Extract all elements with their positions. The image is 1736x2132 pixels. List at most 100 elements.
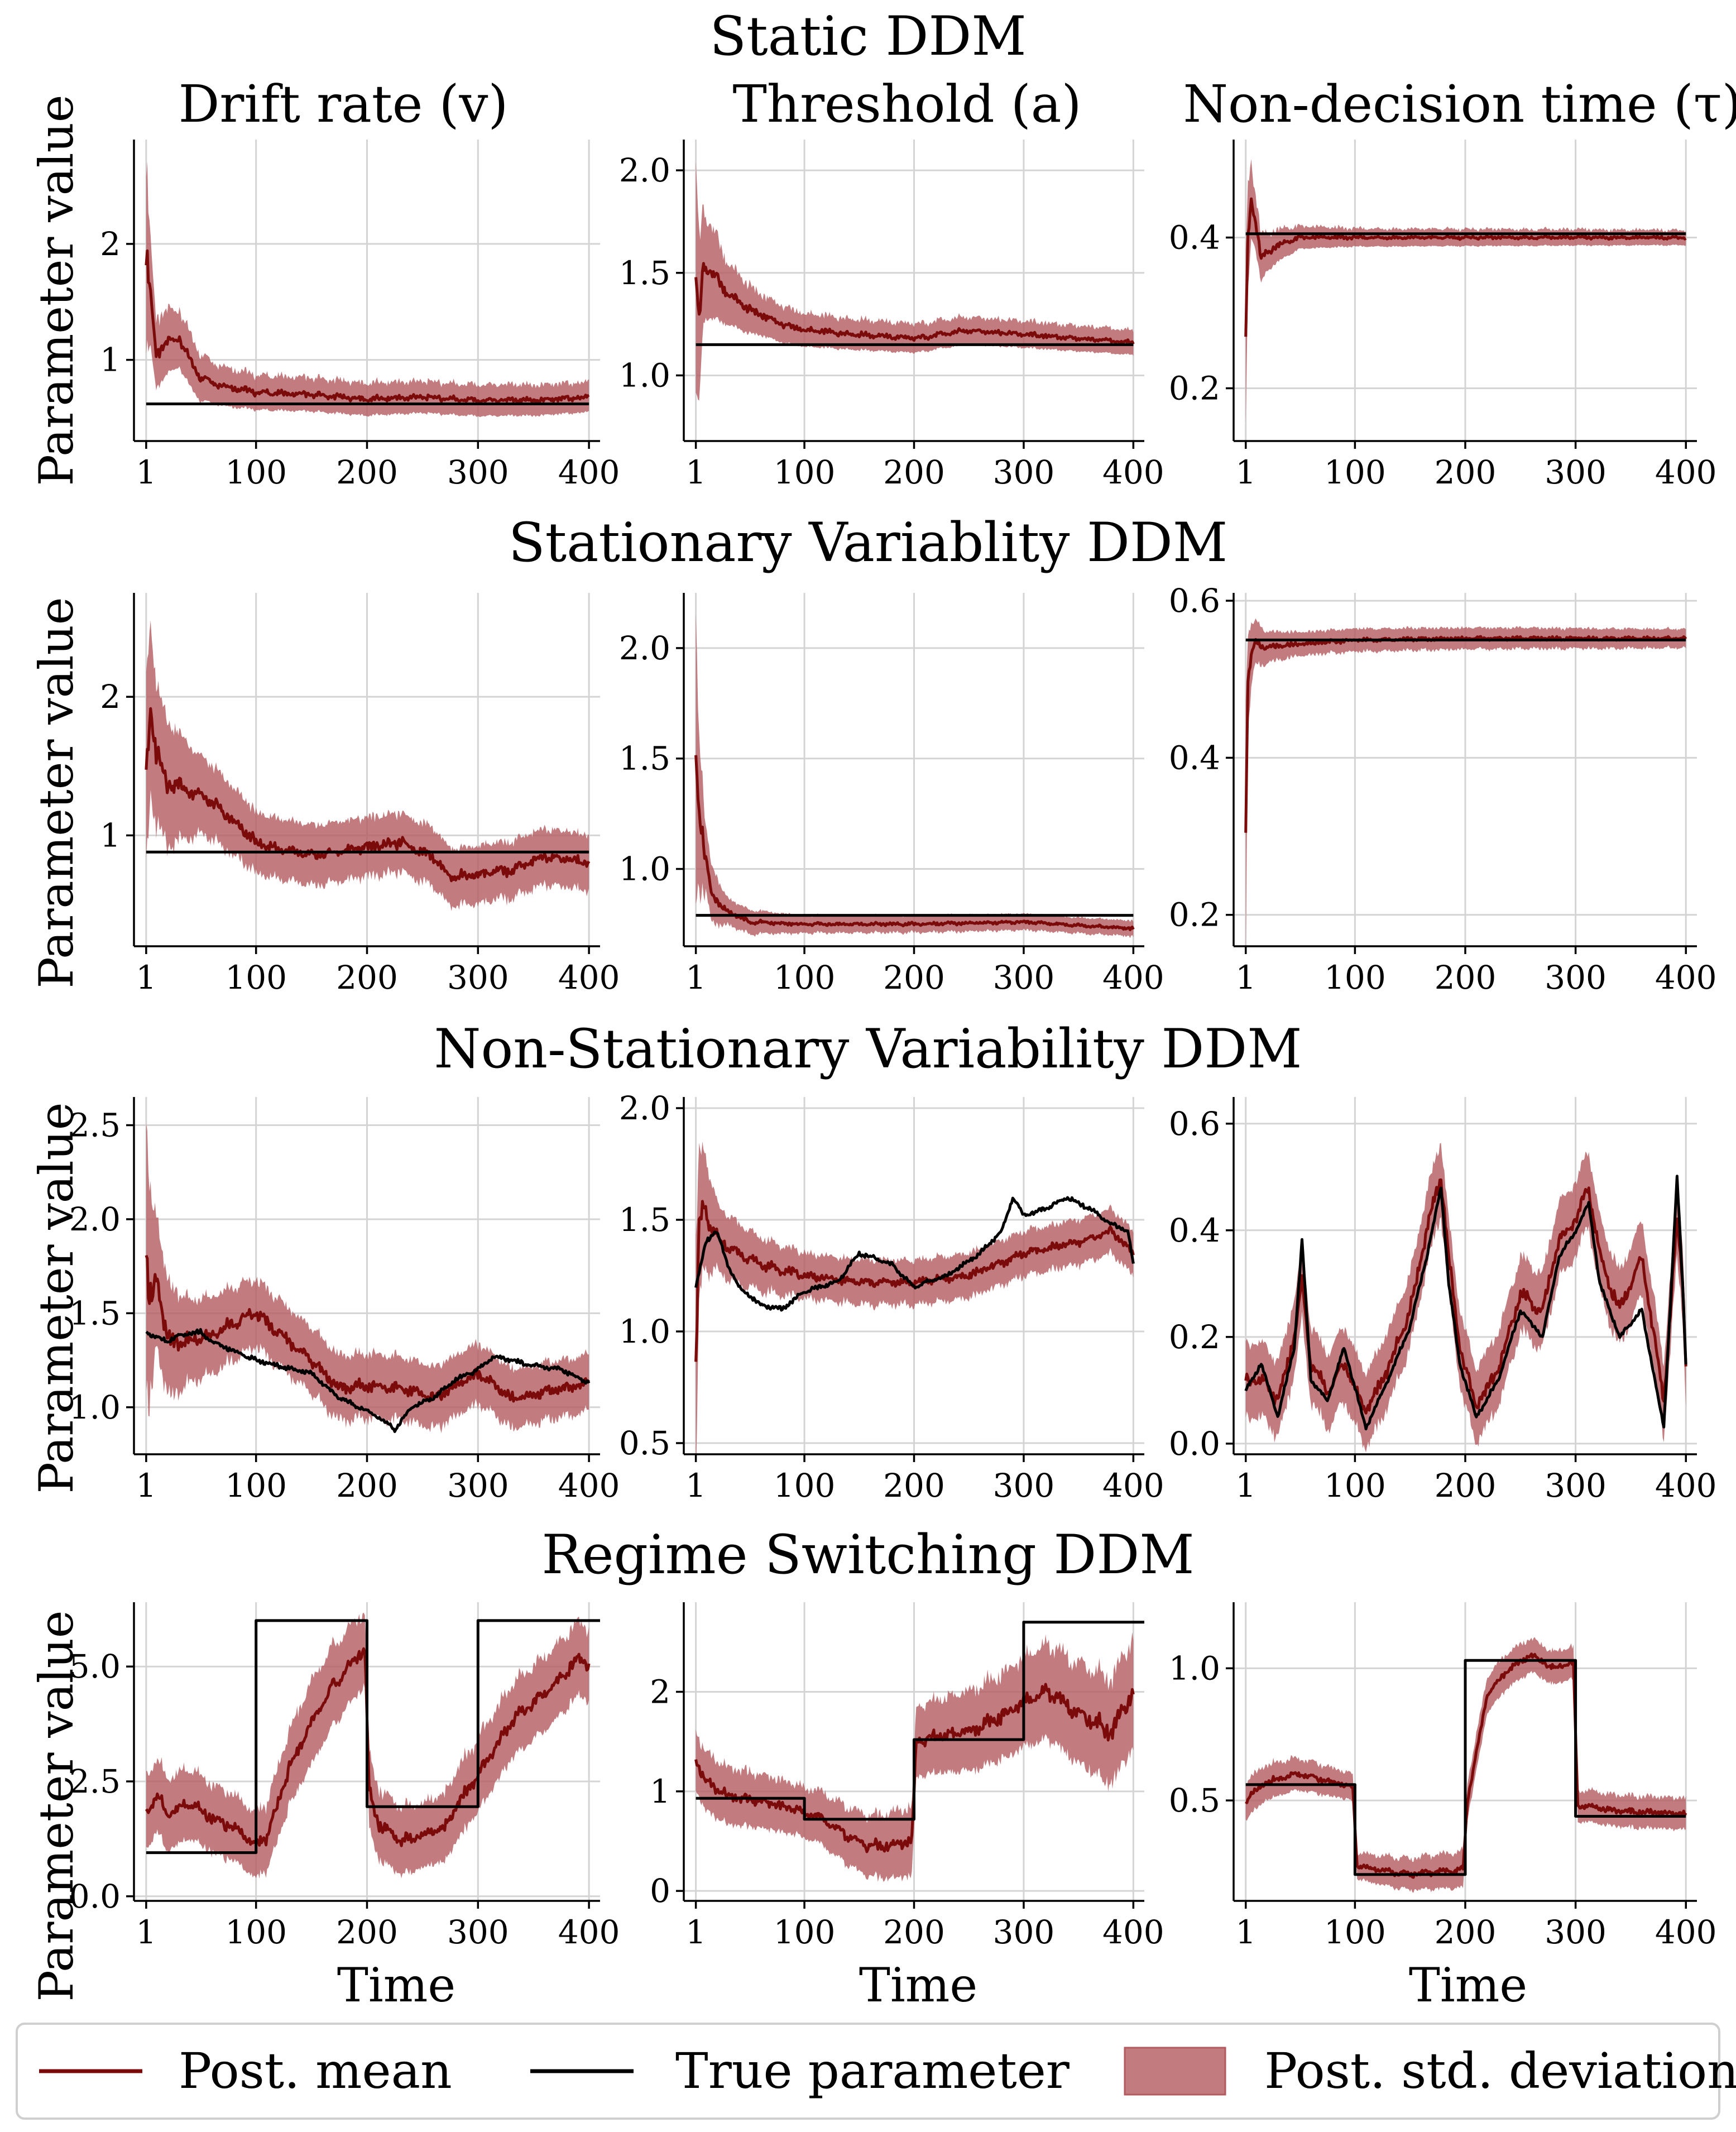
data-area-r1-c2 xyxy=(694,161,1135,401)
y-tick-label-r3-c1: 1.5 xyxy=(69,1294,121,1332)
x-tick-label-r4-c1: 400 xyxy=(558,1913,620,1951)
y-tick-label-r4-c2: 0 xyxy=(650,1872,670,1910)
x-tick-label-r3-c1: 1 xyxy=(136,1467,156,1505)
panel-r2-c2: 1 100 200 300 400 1.0 1.5 2.0 xyxy=(619,593,1164,996)
x-tick-label-r3-c3: 1 xyxy=(1235,1467,1256,1505)
x-tick-label-r1-c2: 200 xyxy=(883,453,945,491)
data-area-r3-c1 xyxy=(145,1123,591,1434)
std-band-r3-c1 xyxy=(146,1123,589,1434)
post-mean-line-r2-c1 xyxy=(145,707,591,883)
x-tick-label-r2-c3: 100 xyxy=(1324,959,1386,996)
x-tick-label-r4-c3: 100 xyxy=(1324,1913,1386,1951)
data-area-r3-c2 xyxy=(694,1141,1135,1454)
x-tick-label-r2-c3: 400 xyxy=(1655,959,1717,996)
post-mean-line-r1-c2 xyxy=(694,262,1135,345)
y-tick-label-r4-c1: 5.0 xyxy=(69,1647,121,1685)
y-tick-label-r2-c1: 1 xyxy=(100,816,121,854)
x-tick-label-r2-c3: 300 xyxy=(1545,959,1606,996)
x-tick-label-r4-c2: 300 xyxy=(993,1913,1055,1951)
x-tick-label-r3-c3: 200 xyxy=(1435,1467,1497,1505)
data-area-r2-c3 xyxy=(1244,618,1687,946)
x-tick-label-r3-c2: 400 xyxy=(1102,1467,1164,1505)
x-tick-label-r1-c2: 1 xyxy=(685,453,706,491)
y-tick-label-r3-c3: 0.6 xyxy=(1169,1105,1220,1143)
y-tick-label-r2-c3: 0.4 xyxy=(1169,739,1220,777)
y-tick-label-r1-c3: 0.2 xyxy=(1169,370,1220,408)
column-title-drift: Drift rate (v) xyxy=(179,74,509,134)
std-band-r3-c2 xyxy=(696,1141,1134,1454)
y-tick-label-r1-c1: 2 xyxy=(100,225,121,263)
x-tick-label-r2-c1: 300 xyxy=(447,959,509,996)
panel-r3-c3: 1 100 200 300 400 0.0 0.2 0.4 0.6 xyxy=(1169,1097,1717,1505)
x-tick-label-r2-c1: 400 xyxy=(558,959,620,996)
y-axis-label-row-1: Parameter value xyxy=(29,95,84,486)
x-tick-label-r4-c3: 1 xyxy=(1235,1913,1256,1951)
x-tick-label-r4-c2: 100 xyxy=(774,1913,836,1951)
row-title-regime: Regime Switching DDM xyxy=(541,1523,1194,1586)
true-param-line-r4-c3 xyxy=(1245,1659,1686,1876)
std-band-r1-c2 xyxy=(696,161,1134,401)
std-band-r1-c1 xyxy=(146,161,589,418)
y-tick-label-r4-c2: 1 xyxy=(650,1772,670,1810)
x-tick-label-r1-c2: 300 xyxy=(993,453,1055,491)
x-tick-label-r3-c2: 200 xyxy=(883,1467,945,1505)
x-tick-label-r4-c1: 300 xyxy=(447,1913,509,1951)
post-mean-line-r3-c1 xyxy=(145,1254,590,1403)
y-tick-label-r3-c2: 1.5 xyxy=(619,1201,670,1239)
x-tick-label-r3-c1: 100 xyxy=(225,1467,287,1505)
row-title-nonstationary: Non-Stationary Variability DDM xyxy=(434,1018,1302,1080)
x-tick-label-r4-c1: 200 xyxy=(336,1913,398,1951)
y-tick-label-r3-c3: 0.4 xyxy=(1169,1211,1220,1249)
x-tick-label-r3-c2: 1 xyxy=(685,1467,706,1505)
y-tick-label-r4-c3: 0.5 xyxy=(1169,1781,1220,1819)
x-tick-label-r2-c2: 100 xyxy=(774,959,836,996)
post-mean-line-r3-c3 xyxy=(1244,1178,1687,1415)
row-title-stationary: Stationary Variablity DDM xyxy=(509,511,1227,574)
x-tick-label-r2-c1: 1 xyxy=(136,959,156,996)
x-tick-label-r4-c1: 1 xyxy=(136,1913,156,1951)
y-tick-label-r3-c2: 1.0 xyxy=(619,1312,670,1350)
y-tick-label-r1-c2: 2.0 xyxy=(619,151,670,189)
x-tick-label-r1-c3: 1 xyxy=(1235,453,1256,491)
y-tick-label-r1-c2: 1.0 xyxy=(619,356,670,394)
y-tick-label-r3-c2: 0.5 xyxy=(619,1424,670,1462)
post-mean-line-r1-c3 xyxy=(1244,197,1687,337)
y-tick-label-r3-c1: 2.0 xyxy=(69,1200,121,1238)
row-title-static: Static DDM xyxy=(709,5,1026,68)
x-tick-label-r3-c3: 300 xyxy=(1545,1467,1606,1505)
x-tick-label-r1-c2: 400 xyxy=(1102,453,1164,491)
y-tick-label-r3-c3: 0.0 xyxy=(1169,1425,1220,1463)
x-tick-label-r3-c2: 100 xyxy=(774,1467,836,1505)
panel-r2-c3: 1 100 200 300 400 0.2 0.4 0.6 xyxy=(1169,582,1717,996)
y-tick-label-r2-c2: 1.0 xyxy=(619,850,670,888)
column-title-threshold: Threshold (a) xyxy=(732,74,1081,134)
panel-r4-c3: 1 100 200 300 400 0.5 1.0 xyxy=(1169,1602,1717,1951)
panel-r1-c2: 1 100 200 300 400 1.0 1.5 2.0 xyxy=(619,140,1164,491)
x-tick-label-r2-c1: 100 xyxy=(225,959,287,996)
post-mean-line-r3-c2 xyxy=(694,1200,1135,1362)
x-tick-label-r2-c2: 400 xyxy=(1102,959,1164,996)
x-tick-label-r4-c3: 200 xyxy=(1435,1913,1497,1951)
x-tick-label-r4-c2: 400 xyxy=(1102,1913,1164,1951)
y-tick-label-r2-c3: 0.2 xyxy=(1169,896,1220,934)
post-mean-line-r2-c2 xyxy=(694,755,1135,931)
legend: Post. mean True parameter Post. std. dev… xyxy=(16,2023,1736,2120)
legend-true-param-label: True parameter xyxy=(675,2042,1070,2100)
y-tick-label-r2-c1: 2 xyxy=(100,678,121,716)
std-band-r2-c3 xyxy=(1245,618,1686,946)
x-tick-label-r1-c1: 1 xyxy=(136,453,156,491)
x-tick-label-r4-c3: 300 xyxy=(1545,1913,1606,1951)
x-tick-label-r1-c1: 300 xyxy=(447,453,509,491)
x-tick-label-r3-c2: 300 xyxy=(993,1467,1055,1505)
legend-post-mean-label: Post. mean xyxy=(179,2042,452,2100)
x-tick-label-r3-c1: 300 xyxy=(447,1467,509,1505)
data-area-r1-c1 xyxy=(145,161,590,418)
data-area-r3-c3 xyxy=(1244,1143,1687,1453)
x-tick-label-r1-c3: 400 xyxy=(1655,453,1717,491)
y-axis-label-row-2: Parameter value xyxy=(29,597,84,989)
x-tick-label-r4-c1: 100 xyxy=(225,1913,287,1951)
y-tick-label-r2-c3: 0.6 xyxy=(1169,582,1220,620)
legend-post-std-label: Post. std. deviation xyxy=(1264,2042,1736,2100)
